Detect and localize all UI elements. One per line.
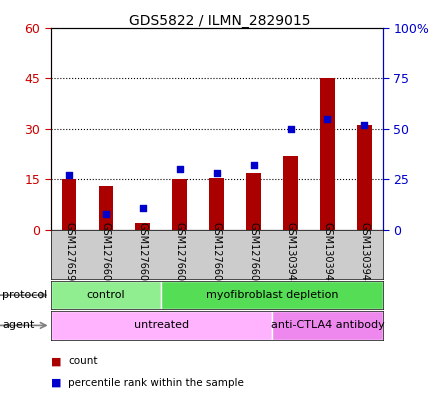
Bar (320, 78, 335, 230)
Bar (357, 125, 372, 230)
Text: agent: agent (2, 320, 35, 331)
Point (66, 172, 73, 178)
Point (361, 121, 368, 128)
Bar (272, 311, 383, 340)
Text: control: control (87, 290, 125, 300)
Text: anti-CTLA4 antibody: anti-CTLA4 antibody (271, 320, 384, 331)
Point (103, 211, 110, 217)
Point (250, 162, 257, 168)
Text: percentile rank within the sample: percentile rank within the sample (68, 378, 244, 388)
Text: protocol: protocol (2, 290, 48, 300)
Bar (51, 281, 161, 309)
Text: GSM1276603: GSM1276603 (212, 222, 222, 287)
Text: count: count (68, 356, 98, 366)
Text: GSM1276601: GSM1276601 (138, 222, 148, 287)
Text: GSM1303940: GSM1303940 (286, 222, 296, 287)
Text: GSM1303941: GSM1303941 (323, 222, 333, 287)
Text: GDS5822 / ILMN_2829015: GDS5822 / ILMN_2829015 (129, 14, 311, 28)
Text: GSM1276599: GSM1276599 (64, 222, 74, 287)
Bar (246, 173, 261, 230)
Bar (209, 178, 224, 230)
Text: untreated: untreated (134, 320, 189, 331)
Point (324, 116, 331, 122)
Bar (136, 223, 150, 230)
Point (139, 204, 147, 211)
Text: GSM1276604: GSM1276604 (249, 222, 259, 287)
Point (213, 170, 220, 176)
Bar (283, 156, 298, 230)
Text: GSM1276602: GSM1276602 (175, 222, 185, 287)
Text: myofibroblast depletion: myofibroblast depletion (206, 290, 338, 300)
Point (176, 166, 183, 172)
Bar (161, 281, 383, 309)
Text: ■: ■ (51, 378, 61, 388)
Text: GSM1303942: GSM1303942 (359, 222, 369, 287)
Text: ■: ■ (51, 356, 61, 366)
Bar (51, 311, 272, 340)
Point (287, 125, 294, 132)
Bar (62, 179, 77, 230)
Text: GSM1276600: GSM1276600 (101, 222, 111, 287)
Bar (172, 179, 187, 230)
Bar (99, 186, 114, 230)
